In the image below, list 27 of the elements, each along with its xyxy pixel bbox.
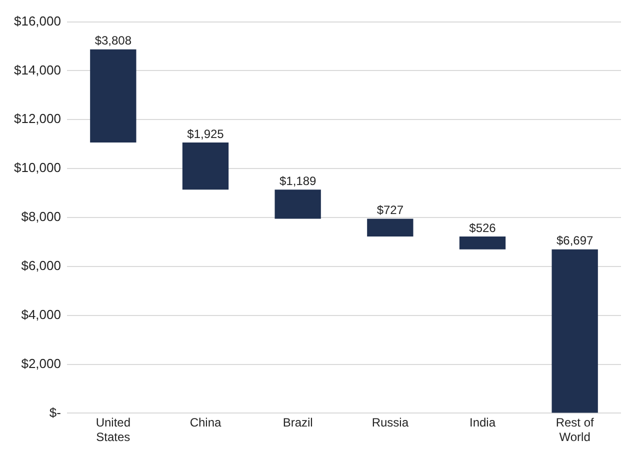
bar xyxy=(459,236,506,250)
data-label: $1,925 xyxy=(187,126,224,141)
bar xyxy=(90,49,136,143)
x-tick-label: China xyxy=(190,416,222,430)
x-tick-label: Russia xyxy=(372,416,409,430)
bar xyxy=(552,249,598,413)
x-tick-label: India xyxy=(469,416,496,430)
y-tick-label: $12,000 xyxy=(14,111,61,126)
data-label: $1,189 xyxy=(279,174,317,188)
y-tick-label: $4,000 xyxy=(21,306,61,322)
y-tick-label: $10,000 xyxy=(14,160,61,176)
y-tick-label: $8,000 xyxy=(21,209,61,224)
data-label: $727 xyxy=(376,203,404,218)
x-tick-label: United States xyxy=(96,416,131,444)
y-tick-label: $- xyxy=(49,404,61,420)
y-tick-label: $6,000 xyxy=(21,258,61,274)
data-label: $6,697 xyxy=(556,234,594,248)
y-tick-label: $16,000 xyxy=(14,13,61,28)
bar xyxy=(274,190,321,219)
bar xyxy=(367,218,414,237)
y-tick-label: $14,000 xyxy=(14,62,61,78)
data-label: $526 xyxy=(469,220,496,235)
x-tick-label: Brazil xyxy=(282,416,313,430)
bar xyxy=(182,142,229,190)
data-label: $3,808 xyxy=(94,34,132,48)
y-tick-label: $2,000 xyxy=(21,356,61,371)
x-tick-label: Rest of World xyxy=(556,416,595,444)
